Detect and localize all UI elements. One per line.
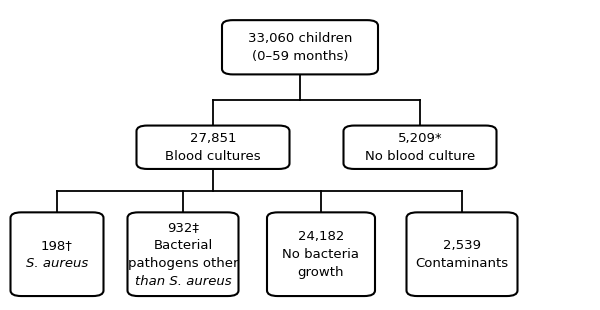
Text: 27,851: 27,851 [190,132,236,145]
Text: 5,209*: 5,209* [398,132,442,145]
Text: Blood cultures: Blood cultures [165,150,261,163]
Text: S. aureus: S. aureus [26,257,88,270]
Text: 33,060 children: 33,060 children [248,32,352,45]
FancyBboxPatch shape [11,212,103,296]
Text: than S. aureus: than S. aureus [134,275,232,288]
FancyBboxPatch shape [407,212,517,296]
FancyBboxPatch shape [222,20,378,74]
FancyBboxPatch shape [267,212,375,296]
FancyBboxPatch shape [137,126,290,169]
FancyBboxPatch shape [128,212,238,296]
FancyBboxPatch shape [343,126,497,169]
Text: (0–59 months): (0–59 months) [252,50,348,63]
Text: No blood culture: No blood culture [365,150,475,163]
Text: Bacterial: Bacterial [154,239,212,252]
Text: Contaminants: Contaminants [415,257,509,270]
Text: 932‡: 932‡ [167,221,199,234]
Text: growth: growth [298,266,344,279]
Text: 24,182: 24,182 [298,230,344,243]
Text: pathogens other: pathogens other [128,257,238,270]
Text: 2,539: 2,539 [443,239,481,252]
Text: 198†: 198† [41,239,73,252]
Text: No bacteria: No bacteria [283,248,359,261]
